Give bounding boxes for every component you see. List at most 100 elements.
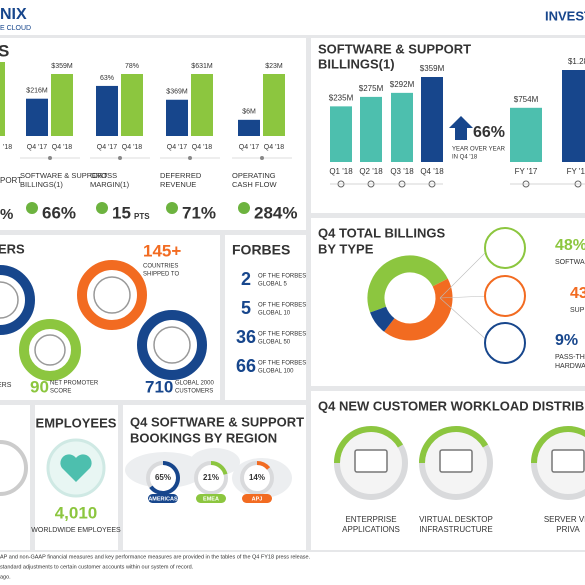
metric-change: 71% [182,203,216,222]
monitor-icon [354,449,388,473]
panel-title: BY TYPE [318,241,374,256]
value-label: $275M [359,84,384,93]
metric-name: OPERATING [232,171,276,180]
metric-change: 66% [42,203,76,222]
forbes-text: OF THE FORBES [258,361,306,367]
bar [166,99,188,136]
heart-icon [60,454,92,482]
growth-value: 66% [473,124,505,141]
bar [238,119,260,136]
icon [484,275,526,317]
value-label: 78% [125,63,139,70]
metric-name: CASH FLOW [232,180,278,189]
stat-text: COUNTRIES [143,264,178,270]
connector [439,247,491,299]
panel-title: BILLINGS(1) [318,56,395,71]
monitor-icon [551,449,585,473]
dot [260,156,264,160]
metric-name: BILLINGS(1) [20,180,63,189]
header-bar [0,0,585,35]
stat-text: GLOBAL 2000 [175,381,214,387]
forbes-value: 2 [241,269,251,289]
logo-sub: E CLOUD [0,25,31,32]
footer-bar [0,552,585,585]
panel-title: BOOKINGS BY REGION [130,430,277,445]
metric-name: GROSS [90,171,117,180]
growth-text: IN Q4 '18 [452,155,478,161]
panel-title: Q4 SOFTWARE & SUPPORT [130,414,304,429]
footnote: AP and non-GAAP financial measures and k… [0,554,311,560]
pill [196,494,226,503]
panel-title: ERS [0,241,25,256]
period-label: '18 [3,144,12,151]
value-label: $754M [514,95,539,104]
metric-name: REVENUE [160,180,196,189]
bar [510,107,542,162]
bar [121,74,143,136]
value-label: 21% [203,473,219,482]
ring [77,260,147,330]
forbes-text: OF THE FORBES [258,274,306,280]
period-label: Q4 '17 [97,144,118,151]
forbes-value: 36 [236,327,256,347]
ring [0,440,28,496]
metric-name: MARGIN(1) [90,180,130,189]
value-label: 48% [555,237,585,254]
connector [439,297,491,344]
pill [148,494,178,503]
change-unit: PTS [134,212,150,221]
period-label: Q4 '18 [264,144,285,151]
icon [484,322,526,364]
value-label: 43 [570,285,585,302]
donut-slice [370,306,395,332]
ring-accent [334,426,404,464]
monitor-icon [439,449,473,473]
value-label: $1.28 [568,57,585,66]
value-label: 14% [249,473,265,482]
category-label: Q1 '18 [329,167,353,176]
icon [166,202,178,214]
workload-name: INFRASTRUCTURE [419,525,492,534]
forbes-value: 66 [236,356,256,376]
forbes-text: GLOBAL 100 [258,369,294,375]
stat-value: 90 [30,377,49,396]
category-label: Q3 '18 [390,167,414,176]
forbes-text: OF THE FORBES [258,332,306,338]
value-label: $6M [242,109,256,116]
dot [118,156,122,160]
bar [562,70,585,162]
period-label: Q4 '18 [192,144,213,151]
bar [360,96,382,162]
stat-text: WORLDWIDE EMPLOYEES [31,527,121,534]
panel-title: FORBES [232,242,290,258]
workload-name: SERVER VIR [544,515,585,524]
forbes-value: 5 [241,298,251,318]
decor-bar [0,62,5,136]
dot [188,156,192,160]
stat-value: 145+ [143,241,181,260]
icon [96,202,108,214]
footnote: standard adjustments to certain customer… [0,564,194,570]
connector [439,295,491,299]
icon [238,202,250,214]
donut-slice [367,255,448,313]
workload-name: ENTERPRISE [345,515,396,524]
type-name: PASS-THR [555,354,585,361]
ring [137,310,207,380]
value-label: $23M [265,63,283,70]
value-label: 65% [155,473,171,482]
icon [484,227,526,269]
forbes-text: GLOBAL 5 [258,282,287,288]
forbes-text: OF THE FORBES [258,303,306,309]
stat-text: ERS [0,382,12,389]
panel-title: EMPLOYEES [36,415,117,430]
icon [153,326,191,364]
arrow [449,116,473,140]
value-label: $216M [26,88,48,95]
bar [391,92,413,162]
ring-arc [210,461,228,475]
icon [34,334,66,366]
value-label: $359M [420,64,445,73]
ring-accent [419,426,489,464]
type-name: SOFTWAR [555,259,585,266]
